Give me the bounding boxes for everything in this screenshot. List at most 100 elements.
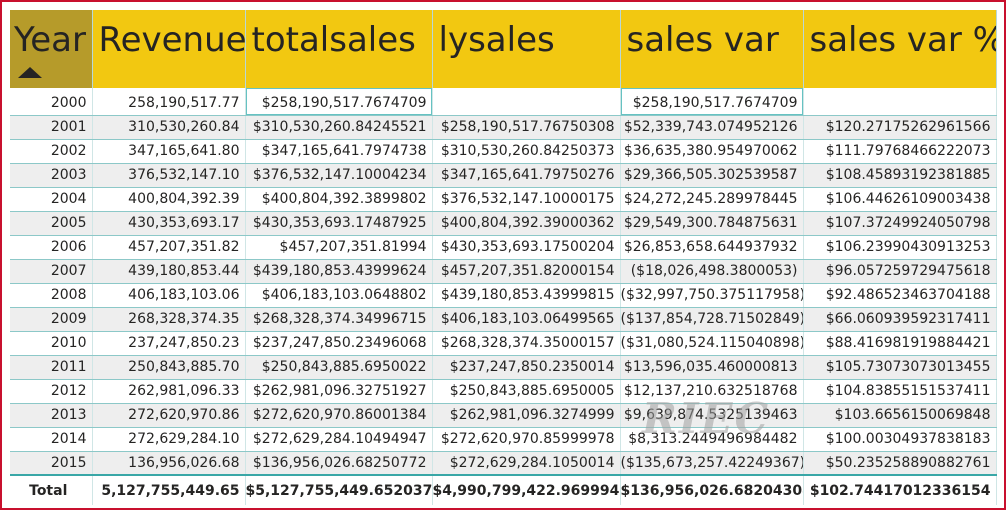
year-cell: 2003 — [10, 163, 93, 188]
column-header-lysales[interactable]: lysales — [432, 10, 621, 88]
sales-var-cell: $26,853,658.644937932 — [620, 235, 804, 260]
revenue-cell: 376,532,147.10 — [92, 163, 246, 188]
sales-var-cell: $8,313.2449496984482 — [620, 427, 804, 452]
year-cell: 2013 — [10, 403, 93, 428]
table-row[interactable]: 2011 250,843,885.70 $250,843,885.6950022 $2… — [10, 355, 997, 380]
sales-var-cell: $52,339,743.074952126 — [620, 115, 804, 140]
lysales-cell — [432, 88, 621, 116]
table-body: 2000 258,190,517.77 $258,190,517.7674709 $2… — [10, 88, 997, 476]
year-cell: 2002 — [10, 139, 93, 164]
column-header-label: Year — [14, 20, 86, 60]
sales-var-pct-cell: $105.73073073013455 — [803, 355, 997, 380]
year-cell: 2011 — [10, 355, 93, 380]
table-row[interactable]: 2000 258,190,517.77 $258,190,517.7674709 $2… — [10, 88, 997, 116]
table-row[interactable]: 2010 237,247,850.23 $237,247,850.23496068 $… — [10, 331, 997, 356]
table-row[interactable]: 2001 310,530,260.84 $310,530,260.84245521 $… — [10, 115, 997, 140]
totalsales-cell: $310,530,260.84245521 — [245, 115, 433, 140]
data-table: Year Revenue totalsales lysales sales va… — [10, 10, 997, 505]
revenue-cell: 136,956,026.68 — [92, 451, 246, 476]
sales-var-cell: ($32,997,750.375117958) — [620, 283, 804, 308]
sales-var-pct-cell: $66.060939592317411 — [803, 307, 997, 332]
revenue-cell: 250,843,885.70 — [92, 355, 246, 380]
revenue-cell: 268,328,374.35 — [92, 307, 246, 332]
revenue-cell: 310,530,260.84 — [92, 115, 246, 140]
column-header-label: sales var — [626, 20, 779, 60]
revenue-cell: 347,165,641.80 — [92, 139, 246, 164]
lysales-cell: $237,247,850.2350014 — [432, 355, 621, 380]
sales-var-pct-cell: $111.79768466222073 — [803, 139, 997, 164]
revenue-cell: 406,183,103.06 — [92, 283, 246, 308]
sales-var-pct-cell: $100.00304937838183 — [803, 427, 997, 452]
lysales-cell: $262,981,096.3274999 — [432, 403, 621, 428]
totalsales-cell: $258,190,517.7674709 — [245, 88, 433, 116]
sales-var-cell: ($135,673,257.42249367) — [620, 451, 804, 476]
sales-var-pct-cell: $50.235258890882761 — [803, 451, 997, 476]
table-row[interactable]: 2014 272,629,284.10 $272,629,284.10494947 $… — [10, 427, 997, 452]
year-cell: 2010 — [10, 331, 93, 356]
table-row[interactable]: 2003 376,532,147.10 $376,532,147.10004234 $… — [10, 163, 997, 188]
table-row[interactable]: 2015 136,956,026.68 $136,956,026.68250772 $… — [10, 451, 997, 476]
totalsales-cell: $268,328,374.34996715 — [245, 307, 433, 332]
sales-var-pct-cell: $88.416981919884421 — [803, 331, 997, 356]
table-row[interactable]: 2007 439,180,853.44 $439,180,853.43999624 $… — [10, 259, 997, 284]
sales-var-pct-cell: $107.37249924050798 — [803, 211, 997, 236]
lysales-cell: $457,207,351.82000154 — [432, 259, 621, 284]
revenue-cell: 272,629,284.10 — [92, 427, 246, 452]
sales-var-pct-cell: $92.486523463704188 — [803, 283, 997, 308]
column-header-revenue[interactable]: Revenue — [92, 10, 246, 88]
lysales-cell: $272,629,284.1050014 — [432, 451, 621, 476]
lysales-cell: $439,180,853.43999815 — [432, 283, 621, 308]
table-row[interactable]: 2008 406,183,103.06 $406,183,103.0648802 $4… — [10, 283, 997, 308]
totalsales-cell: $347,165,641.7974738 — [245, 139, 433, 164]
sales-var-pct-cell: $108.45893192381885 — [803, 163, 997, 188]
sales-var-pct-cell: $104.83855151537411 — [803, 379, 997, 404]
year-cell: 2001 — [10, 115, 93, 140]
table-row[interactable]: 2002 347,165,641.80 $347,165,641.7974738 $3… — [10, 139, 997, 164]
lysales-cell: $272,620,970.85999978 — [432, 427, 621, 452]
sales-var-cell: $36,635,380.954970062 — [620, 139, 804, 164]
year-cell: 2009 — [10, 307, 93, 332]
sales-var-cell: ($18,026,498.3800053) — [620, 259, 804, 284]
table-row[interactable]: 2006 457,207,351.82 $457,207,351.81994 $430… — [10, 235, 997, 260]
column-header-label: totalsales — [251, 20, 416, 60]
sales-var-cell: $12,137,210.632518768 — [620, 379, 804, 404]
column-header-label: lysales — [438, 20, 555, 60]
lysales-cell: $376,532,147.10000175 — [432, 187, 621, 212]
table-row[interactable]: 2009 268,328,374.35 $268,328,374.34996715 $… — [10, 307, 997, 332]
column-header-totalsales[interactable]: totalsales — [245, 10, 433, 88]
totalsales-cell: $262,981,096.32751927 — [245, 379, 433, 404]
year-cell: 2006 — [10, 235, 93, 260]
revenue-cell: 272,620,970.86 — [92, 403, 246, 428]
lysales-cell: $430,353,693.17500204 — [432, 235, 621, 260]
column-header-label: sales var % — [809, 20, 996, 60]
table-row[interactable]: 2013 272,620,970.86 $272,620,970.86001384 $… — [10, 403, 997, 428]
year-cell: 2008 — [10, 283, 93, 308]
sort-ascending-icon[interactable] — [18, 67, 42, 78]
sales-var-pct-cell: $106.44626109003438 — [803, 187, 997, 212]
revenue-cell: 400,804,392.39 — [92, 187, 246, 212]
totalsales-cell: $136,956,026.68250772 — [245, 451, 433, 476]
totalsales-cell: $272,629,284.10494947 — [245, 427, 433, 452]
column-header-sales-var[interactable]: sales var — [620, 10, 804, 88]
column-header-sales-var-pct[interactable]: sales var % — [803, 10, 997, 88]
totalsales-cell: $439,180,853.43999624 — [245, 259, 433, 284]
lysales-cell: $268,328,374.35000157 — [432, 331, 621, 356]
table-row[interactable]: 2012 262,981,096.33 $262,981,096.32751927 $… — [10, 379, 997, 404]
column-header-year[interactable]: Year — [10, 10, 93, 88]
revenue-cell: 430,353,693.17 — [92, 211, 246, 236]
table-row[interactable]: 2004 400,804,392.39 $400,804,392.3899802 $3… — [10, 187, 997, 212]
sales-var-cell: $24,272,245.289978445 — [620, 187, 804, 212]
total-cell: $5,127,755,449.6520376 — [245, 474, 433, 505]
table-row[interactable]: 2005 430,353,693.17 $430,353,693.17487925 $… — [10, 211, 997, 236]
sales-var-cell: $258,190,517.7674709 — [620, 88, 804, 116]
totalsales-cell: $457,207,351.81994 — [245, 235, 433, 260]
sales-var-cell: $9,639,874.5325139463 — [620, 403, 804, 428]
year-cell: 2004 — [10, 187, 93, 212]
year-cell: 2015 — [10, 451, 93, 476]
revenue-cell: 439,180,853.44 — [92, 259, 246, 284]
lysales-cell: $258,190,517.76750308 — [432, 115, 621, 140]
lysales-cell: $347,165,641.79750276 — [432, 163, 621, 188]
year-cell: 2000 — [10, 88, 93, 116]
year-cell: 2014 — [10, 427, 93, 452]
